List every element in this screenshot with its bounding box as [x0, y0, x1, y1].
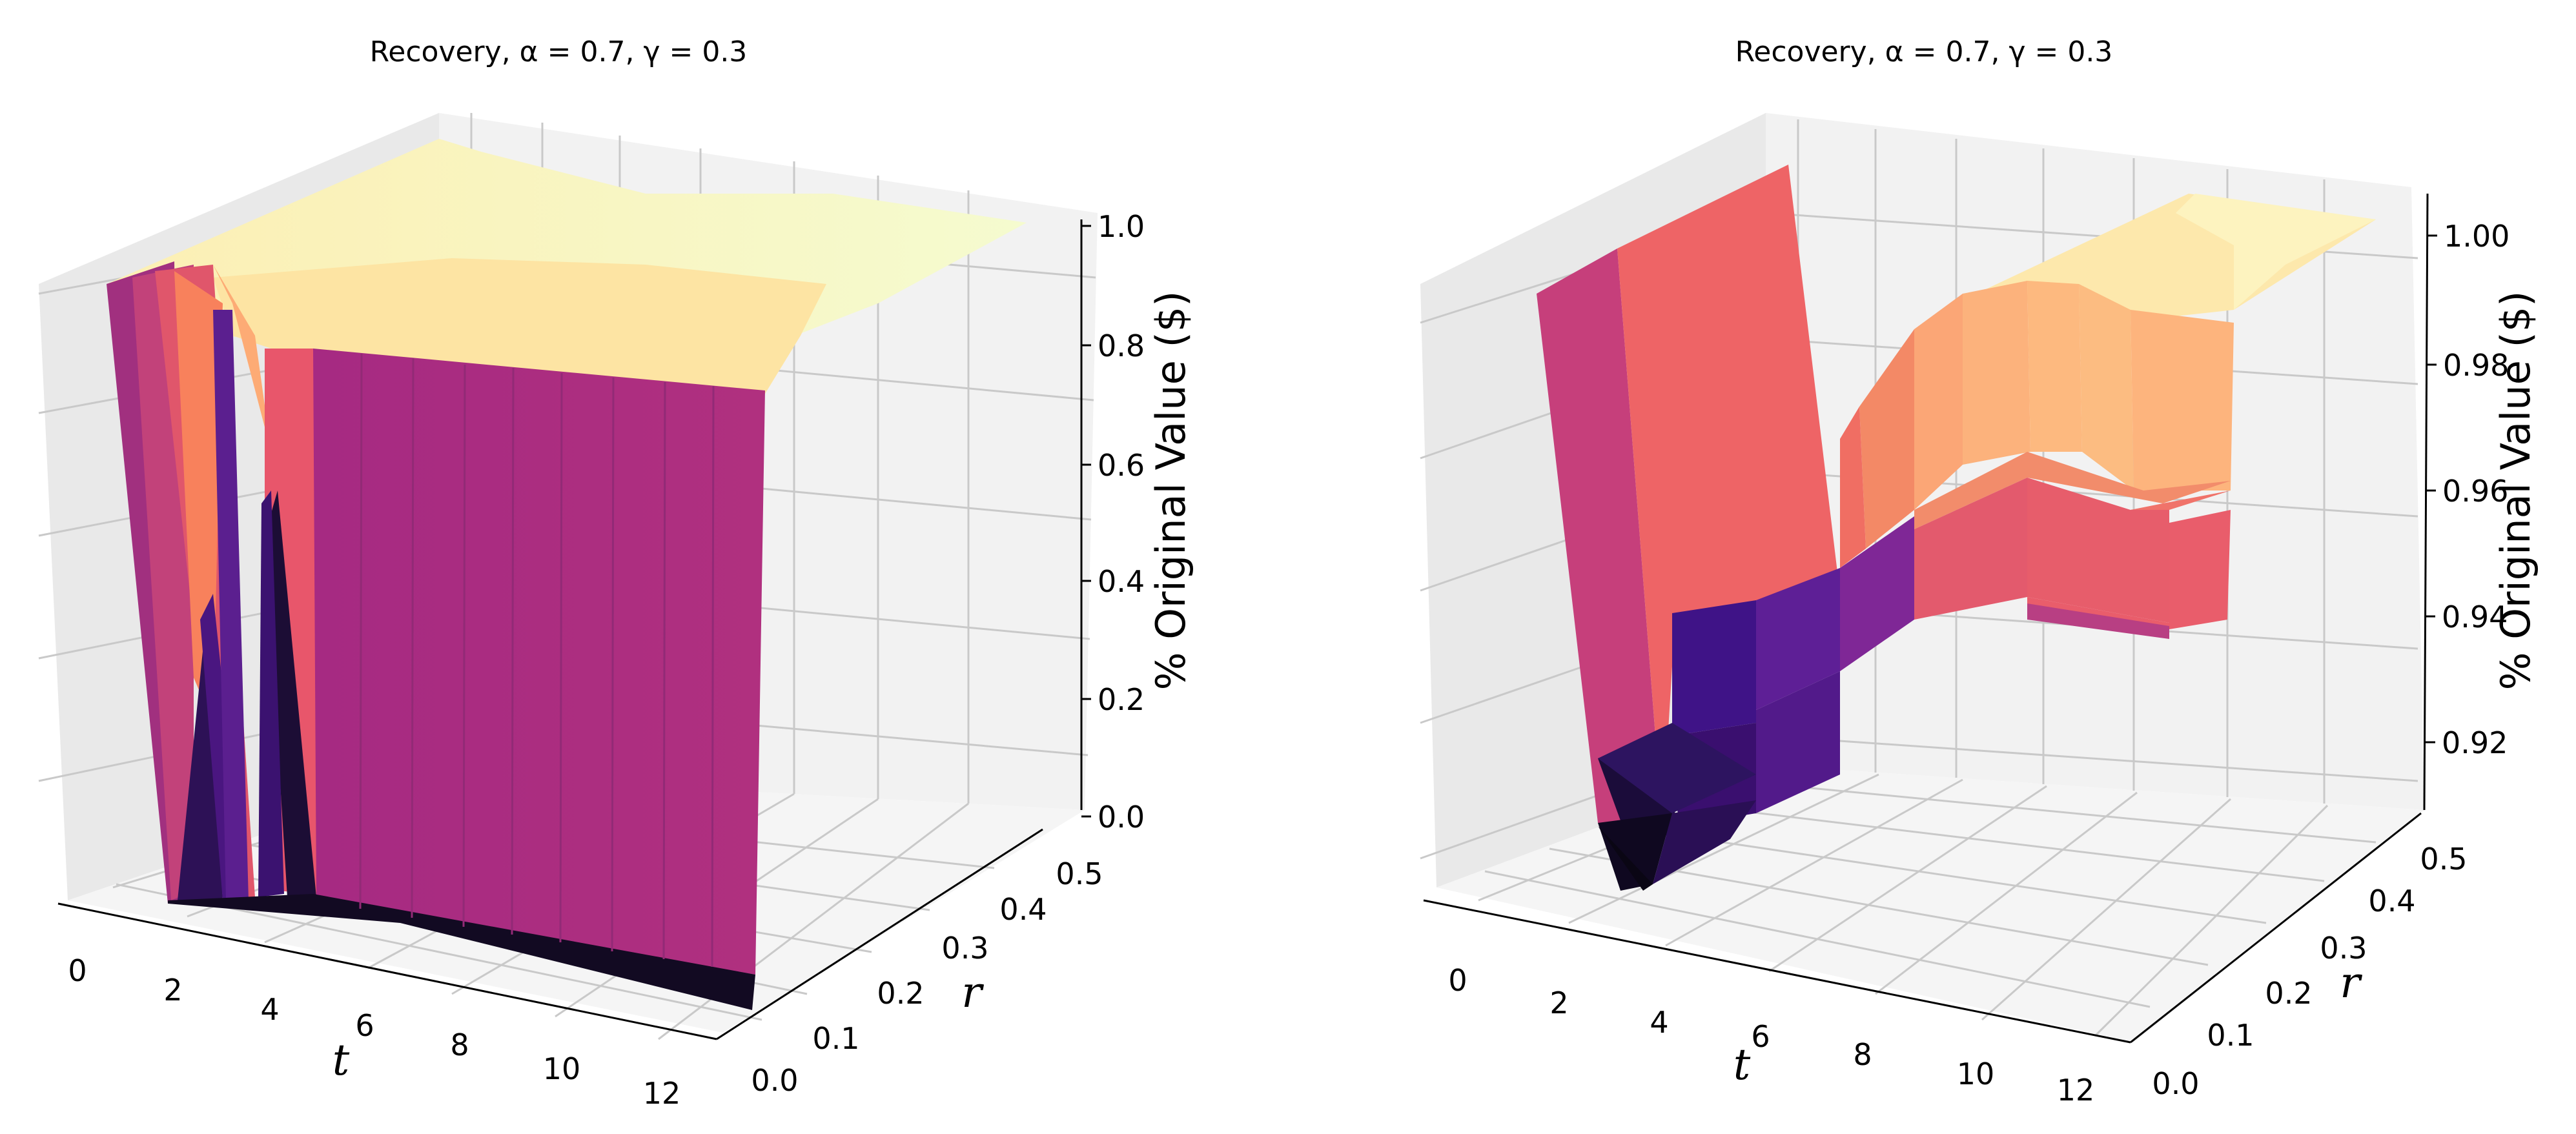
surface-dark-2: [1598, 813, 1672, 891]
x-tick: 12: [643, 1076, 681, 1111]
x-axis-left: [57, 902, 717, 1040]
surface-inner-ribbon: [1914, 452, 2231, 529]
y-tick: 0.1: [812, 1021, 859, 1056]
y-tick: 0.2: [877, 976, 924, 1011]
surface-dark-tip: [1598, 826, 1653, 891]
y-tick: 0.0: [751, 1063, 798, 1098]
x-tick: 4: [260, 992, 279, 1027]
surface-purple-2: [1756, 568, 1840, 710]
x-axis-label-right: t: [1733, 1040, 1751, 1089]
x-tick: 4: [1650, 1005, 1668, 1040]
x-tick: 8: [450, 1028, 469, 1062]
z-tick: 0.0: [1098, 800, 1145, 835]
z-axis-right: [2423, 193, 2429, 811]
z-ticks-left: 0.0 0.2 0.4 0.6 0.8 1.0: [1081, 209, 1145, 835]
y-tick: 0.3: [941, 931, 988, 966]
surface-right: [1537, 165, 2376, 891]
z-tick: 0.96: [2442, 474, 2508, 509]
y-tick: 0.4: [999, 892, 1047, 927]
surface-orange-5: [1914, 294, 1963, 510]
x-ticks-right: 0 2 4 6 8 10 12: [1448, 963, 2094, 1108]
panel-right: Recovery, α = 0.7, γ = 0.3: [1420, 35, 2539, 1108]
y-tick: 0.2: [2265, 976, 2312, 1011]
surface-lower-band: [2027, 603, 2169, 639]
y-tick: 0.5: [1056, 856, 1103, 891]
x-axis-right: [1423, 899, 2131, 1044]
x-tick: 6: [355, 1008, 374, 1043]
surface-inner-ribbon-3: [1914, 478, 2027, 620]
surface-spike-3: [213, 310, 249, 900]
surface-orange-1: [1963, 281, 2030, 465]
surface-purple-3: [1672, 600, 1756, 736]
surface-inner-ribbon-4: [2131, 491, 2231, 510]
x-tick: 0: [1448, 963, 1467, 998]
surface-top-plateau-2: [2176, 194, 2376, 310]
z-tick: 0.94: [2442, 600, 2508, 634]
surface-red-slab: [1617, 165, 1840, 826]
y-axis-label-right: r: [2340, 958, 2362, 1007]
x-tick: 8: [1853, 1037, 1872, 1072]
z-axis-label-right: % Original Value ($): [2492, 291, 2539, 691]
z-tick: 0.98: [2443, 348, 2509, 383]
surface-lower-red: [2027, 510, 2231, 629]
surface-floor-black: [168, 894, 755, 1010]
x-tick: 10: [543, 1051, 581, 1086]
z-tick: 0.8: [1098, 329, 1145, 363]
x-tick: 2: [163, 973, 182, 1007]
surface-orange-2: [2027, 281, 2082, 452]
z-tick: 1.0: [1098, 209, 1145, 244]
z-tick: 1.00: [2444, 219, 2510, 254]
z-tick: 0.92: [2442, 725, 2508, 760]
x-tick: 6: [1751, 1019, 1770, 1054]
surface-inner-ribbon-2: [2027, 478, 2169, 623]
surface-purple-1: [1840, 516, 1914, 671]
y-tick: 0.1: [2207, 1018, 2254, 1053]
z-axis-label-left: % Original Value ($): [1147, 291, 1194, 691]
surface-left-slab: [1537, 248, 1662, 826]
y-tick: 0.3: [2320, 931, 2367, 966]
surface-orange-7: [1840, 407, 1866, 568]
surface-orange-4: [2131, 310, 2234, 491]
x-axis-label-left: t: [332, 1035, 350, 1085]
surface-purple-4: [1756, 671, 1840, 813]
surface-spike-4: [265, 491, 316, 897]
surface-spike-5: [258, 491, 284, 897]
chart-title-right: Recovery, α = 0.7, γ = 0.3: [1735, 35, 2113, 68]
y-axis-label-left: r: [961, 967, 984, 1017]
y-tick: 0.0: [2152, 1066, 2199, 1101]
surface-orange-6: [1859, 329, 1914, 549]
z-tick: 0.2: [1098, 682, 1145, 717]
surface-spike-1: [178, 613, 223, 900]
x-tick: 0: [68, 953, 87, 988]
x-ticks-left: 0 2 4 6 8 10 12: [68, 953, 680, 1111]
surface-dark-top: [1598, 723, 1756, 813]
panel-left: Recovery, α = 0.7, γ = 0.3: [38, 35, 1194, 1111]
y-tick: 0.5: [2420, 842, 2467, 876]
surface-left: [107, 139, 1027, 1010]
surface-front-wall: [313, 349, 765, 975]
chart-title-left: Recovery, α = 0.7, γ = 0.3: [370, 35, 748, 68]
surface-dark-3: [1653, 800, 1756, 884]
x-tick: 12: [2057, 1073, 2095, 1108]
y-axis-left: [716, 828, 1043, 1040]
z-tick: 0.4: [1098, 564, 1145, 599]
y-tick: 0.4: [2368, 884, 2415, 918]
z-tick: 0.6: [1098, 448, 1145, 483]
y-ticks-left: 0.0 0.1 0.2 0.3 0.4 0.5: [751, 856, 1103, 1098]
x-tick: 2: [1549, 986, 1568, 1020]
surface-orange-3: [2079, 284, 2134, 491]
z-ticks-right: 0.92 0.94 0.96 0.98 1.00: [2426, 219, 2510, 760]
surface-wall-ribs: [359, 353, 715, 967]
x-tick: 10: [1957, 1057, 1995, 1091]
y-axis-right: [2130, 812, 2422, 1044]
y-ticks-right: 0.0 0.1 0.2 0.3 0.4 0.5: [2152, 842, 2467, 1101]
